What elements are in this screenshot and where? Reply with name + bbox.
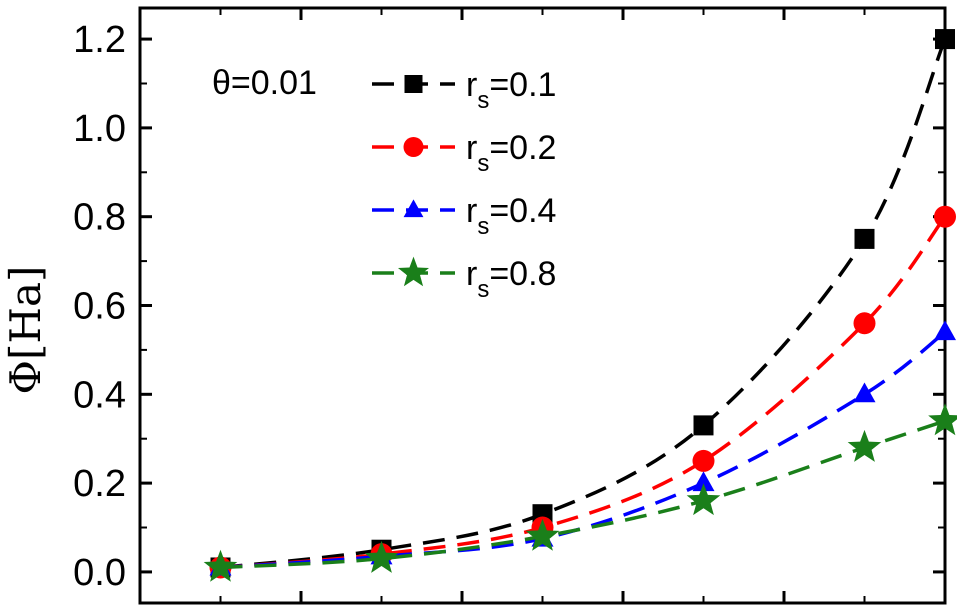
y-tick-label: 0.4 bbox=[73, 374, 126, 416]
y-tick-label: 0.8 bbox=[73, 197, 126, 239]
series-line bbox=[220, 38, 947, 570]
series-rs=0.4 bbox=[209, 320, 956, 576]
y-axis-label: Φ[Ha] bbox=[1, 266, 50, 395]
series-line bbox=[220, 419, 946, 570]
series-rs=0.2 bbox=[209, 205, 956, 579]
series-line bbox=[220, 215, 947, 570]
data-point bbox=[934, 320, 956, 341]
legend-marker bbox=[397, 256, 430, 287]
legend-marker bbox=[403, 137, 424, 157]
data-point bbox=[203, 549, 238, 582]
legend-entry-rs=0.1: rs=0.1 bbox=[372, 66, 556, 114]
y-tick-label: 0.2 bbox=[73, 463, 126, 505]
y-tick-label: 0.0 bbox=[73, 552, 126, 594]
legend-entry-rs=0.8: rs=0.8 bbox=[372, 255, 556, 303]
series-rs=0.1 bbox=[210, 29, 955, 578]
legend-marker bbox=[404, 75, 423, 93]
y-tick-label: 0.6 bbox=[73, 286, 126, 328]
legend-label: rs=0.1 bbox=[466, 66, 556, 114]
data-point bbox=[854, 228, 875, 249]
legend-entry-rs=0.2: rs=0.2 bbox=[372, 129, 556, 177]
legend-title: θ=0.01 bbox=[212, 64, 317, 102]
data-point bbox=[692, 471, 715, 492]
y-tick-label: 1.0 bbox=[73, 108, 126, 150]
series-rs=0.8 bbox=[203, 403, 957, 582]
legend-label: rs=0.4 bbox=[466, 192, 556, 240]
legend: θ=0.01 rs=0.1 rs=0.2 rs=0.4 rs=0.8 bbox=[212, 64, 556, 303]
data-point bbox=[928, 403, 957, 436]
data-point bbox=[525, 518, 560, 551]
legend-label: rs=0.2 bbox=[466, 129, 556, 177]
series-layer bbox=[203, 29, 957, 582]
data-point bbox=[364, 540, 399, 573]
data-point bbox=[853, 382, 876, 403]
data-point bbox=[692, 449, 715, 472]
data-point bbox=[935, 29, 955, 50]
data-point bbox=[686, 483, 721, 516]
y-tick-label: 1.2 bbox=[73, 19, 126, 61]
data-point bbox=[847, 429, 882, 462]
data-point bbox=[934, 205, 956, 228]
legend-entry-rs=0.4: rs=0.4 bbox=[372, 192, 556, 240]
series-line bbox=[220, 330, 947, 570]
data-point bbox=[853, 312, 876, 335]
legend-marker bbox=[403, 199, 424, 218]
data-point bbox=[693, 415, 714, 436]
legend-label: rs=0.8 bbox=[466, 255, 556, 303]
